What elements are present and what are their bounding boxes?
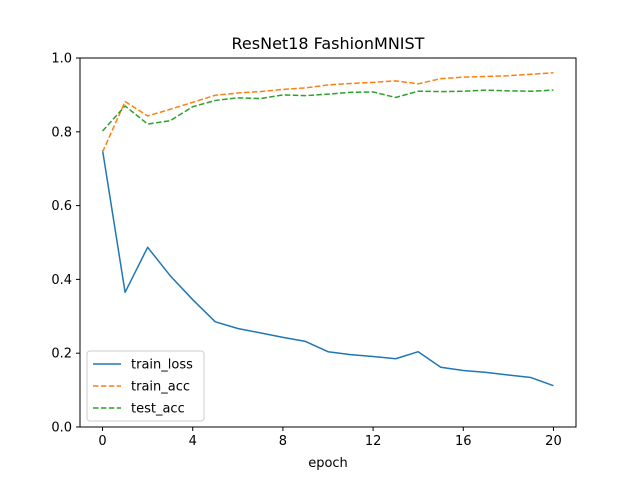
y-tick-label: 0.4 [51,273,72,288]
x-tick-label: 0 [98,434,106,449]
series-line-test-acc [101,89,554,132]
y-axis: 0.0 0.2 0.4 0.6 0.8 1.0 [51,52,80,436]
series-line-train-loss [101,150,554,387]
plot-area-frame [79,57,577,428]
legend: train_loss train_acc test_acc [86,350,205,422]
x-tick-label: 4 [189,434,197,449]
x-axis: 0 4 8 12 16 20 [98,427,562,449]
legend-frame [86,350,205,422]
y-tick-label: 0.2 [51,347,72,362]
y-tick-label: 0.6 [51,199,72,214]
y-tick-label: 0.8 [51,125,72,140]
legend-label: train_acc [131,380,190,395]
series-layer [101,72,554,387]
x-axis-label: epoch [308,456,348,471]
legend-label: test_acc [131,402,185,417]
x-tick-label: 20 [545,434,562,449]
chart-title: ResNet18 FashionMNIST [232,34,425,53]
x-tick-label: 16 [455,434,472,449]
x-tick-label: 12 [365,434,382,449]
x-tick-label: 8 [279,434,287,449]
legend-label: train_loss [131,358,193,373]
y-tick-label: 1.0 [51,52,72,67]
series-line-train-acc [101,72,554,153]
y-tick-label: 0.0 [51,421,72,436]
